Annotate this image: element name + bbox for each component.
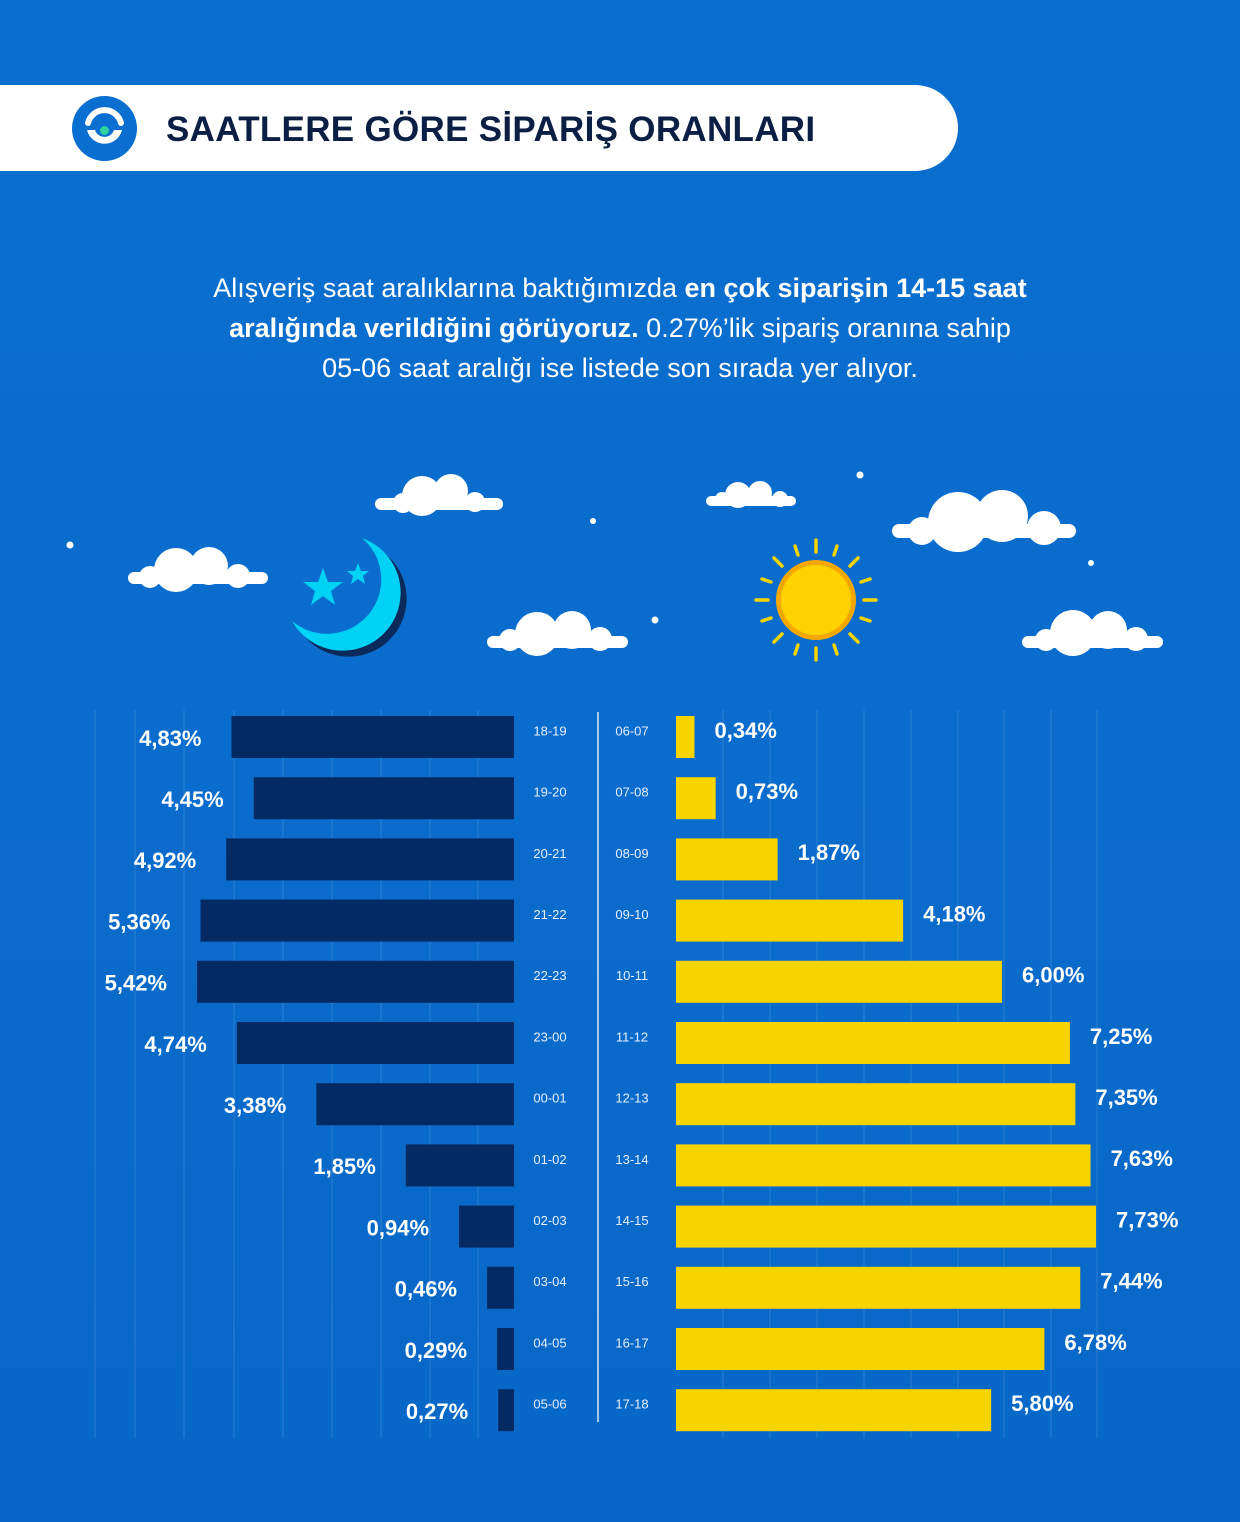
- day-hour-label: 17-18: [615, 1397, 648, 1412]
- day-value-label: 6,78%: [1064, 1330, 1126, 1355]
- day-value-label: 5,80%: [1011, 1391, 1073, 1416]
- day-bar: [676, 1144, 1091, 1187]
- night-hour-label: 19-20: [533, 785, 566, 800]
- night-value-label: 0,46%: [395, 1277, 457, 1302]
- day-bar: [676, 1389, 992, 1432]
- intro-line-1: Alışveriş saat aralıklarına baktığımızda…: [213, 273, 1027, 303]
- night-hour-label: 22-23: [533, 968, 566, 983]
- day-bar: [676, 1022, 1070, 1064]
- day-hour-label: 16-17: [615, 1335, 648, 1350]
- night-hour-label: 18-19: [533, 723, 566, 738]
- night-bar: [497, 1328, 514, 1370]
- night-bar: [487, 1266, 514, 1309]
- day-value-label: 4,18%: [923, 901, 985, 926]
- cloud-icon: [128, 547, 268, 592]
- orders-by-hour-chart: 4,83% 18-19 4,45% 19-20 4,92% 20-21 5,36% 21-22…: [94, 710, 1178, 1438]
- header-bar: [0, 85, 958, 171]
- moon-with-stars-icon: [292, 538, 407, 657]
- night-hour-label: 21-22: [533, 907, 566, 922]
- day-hour-label: 13-14: [615, 1152, 648, 1167]
- night-hour-label: 23-00: [533, 1029, 566, 1044]
- day-hour-label: 08-09: [615, 846, 648, 861]
- night-hour-label: 04-05: [533, 1335, 566, 1350]
- day-value-label: 7,35%: [1095, 1085, 1157, 1110]
- night-hour-label: 03-04: [533, 1274, 566, 1289]
- night-bar: [197, 960, 514, 1003]
- night-value-label: 4,74%: [144, 1032, 206, 1057]
- day-bar: [676, 838, 778, 881]
- day-bar: [676, 1083, 1076, 1126]
- day-value-label: 7,25%: [1090, 1024, 1152, 1049]
- night-bar: [498, 1389, 514, 1432]
- day-bar: [676, 777, 716, 820]
- night-hour-label: 02-03: [533, 1213, 566, 1228]
- day-value-label: 0,73%: [736, 779, 798, 804]
- night-bar: [231, 716, 514, 758]
- day-bar: [676, 960, 1003, 1003]
- day-hour-label: 10-11: [616, 968, 648, 983]
- day-bar: [676, 899, 904, 942]
- intro-line-3: 05-06 saat aralığı ise listede son sırad…: [322, 353, 918, 383]
- cloud-icon: [1022, 610, 1163, 656]
- night-bar: [200, 899, 515, 942]
- night-bar: [226, 838, 515, 881]
- day-value-label: 7,73%: [1116, 1207, 1178, 1232]
- night-value-label: 5,42%: [105, 971, 167, 996]
- night-value-label: 4,45%: [161, 787, 223, 812]
- cloud-icon: [706, 481, 796, 508]
- day-hour-label: 11-12: [616, 1029, 648, 1044]
- night-bar: [236, 1022, 514, 1064]
- night-value-label: 1,85%: [313, 1154, 375, 1179]
- night-value-label: 0,94%: [367, 1215, 429, 1240]
- night-hour-label: 01-02: [533, 1152, 566, 1167]
- night-value-label: 5,36%: [108, 909, 170, 934]
- sun-icon: [754, 538, 878, 662]
- day-hour-label: 15-16: [615, 1274, 648, 1289]
- day-value-label: 7,44%: [1100, 1269, 1162, 1294]
- night-hour-label: 05-06: [533, 1397, 566, 1412]
- day-value-label: 7,63%: [1111, 1146, 1173, 1171]
- intro-text: Alışveriş saat aralıklarına baktığımızda…: [120, 268, 1120, 388]
- star-dot-icon: [1088, 560, 1094, 566]
- day-bar: [676, 1266, 1081, 1309]
- day-bar: [676, 1205, 1096, 1248]
- cloud-icon: [892, 490, 1076, 552]
- star-dot-icon: [66, 541, 74, 549]
- cloud-icon: [487, 611, 628, 656]
- night-bar: [459, 1205, 514, 1248]
- sky-illustration: [66, 471, 1163, 662]
- night-hour-label: 00-01: [533, 1091, 566, 1106]
- day-value-label: 1,87%: [798, 840, 860, 865]
- night-bar: [405, 1144, 514, 1187]
- day-hour-label: 14-15: [615, 1213, 648, 1228]
- star-dot-icon: [856, 471, 864, 479]
- night-value-label: 4,92%: [134, 848, 196, 873]
- day-hour-label: 09-10: [615, 907, 648, 922]
- night-bar: [253, 777, 514, 820]
- star-dot-icon: [651, 616, 659, 624]
- day-bar: [676, 1328, 1045, 1370]
- day-hour-label: 12-13: [615, 1091, 648, 1106]
- smiley-circle-icon: [72, 96, 137, 161]
- day-hour-label: 06-07: [615, 723, 648, 738]
- day-value-label: 0,34%: [714, 718, 776, 743]
- night-value-label: 4,83%: [139, 726, 201, 751]
- night-value-label: 3,38%: [224, 1093, 286, 1118]
- day-hour-label: 07-08: [615, 785, 648, 800]
- night-value-label: 0,27%: [406, 1399, 468, 1424]
- star-dot-icon: [590, 518, 596, 524]
- night-hour-label: 20-21: [533, 846, 566, 861]
- night-bar: [316, 1083, 514, 1126]
- page-title: SAATLERE GÖRE SİPARİŞ ORANLARI: [166, 110, 816, 149]
- day-bar: [676, 716, 695, 758]
- cloud-icon: [375, 474, 503, 516]
- intro-line-2: aralığında verildiğini görüyoruz. 0.27%’…: [229, 313, 1011, 343]
- day-value-label: 6,00%: [1022, 963, 1084, 988]
- night-value-label: 0,29%: [405, 1338, 467, 1363]
